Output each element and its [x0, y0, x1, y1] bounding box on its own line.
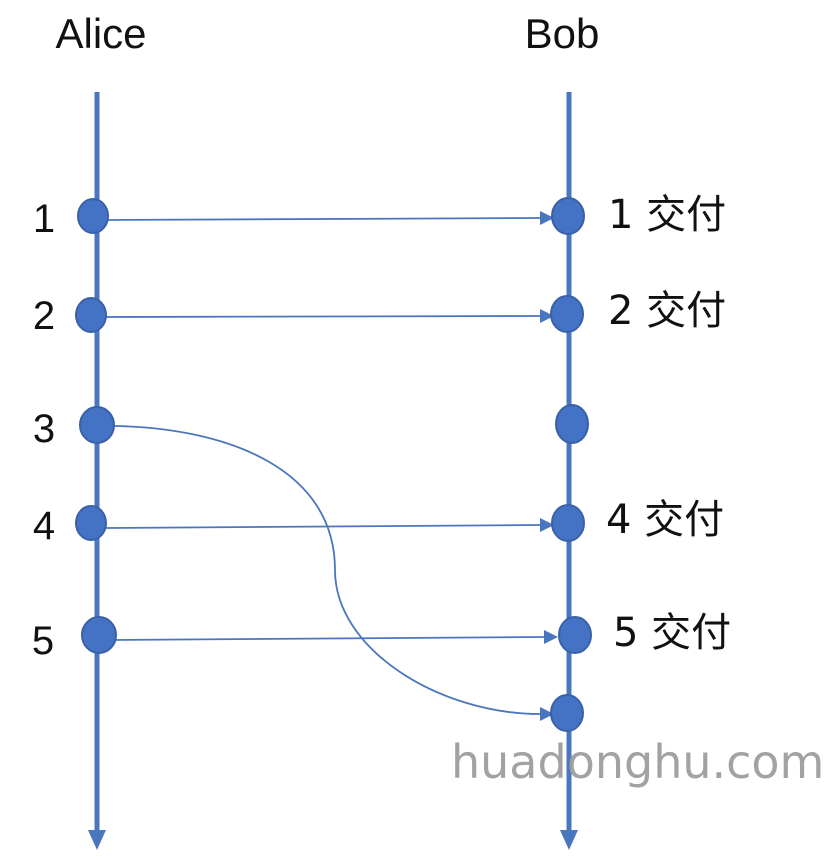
- alice-event-dot-3: [79, 406, 115, 444]
- step-label-4: 4: [33, 504, 55, 548]
- message-5: [113, 636, 545, 641]
- message-4: [105, 524, 541, 529]
- bob-delivery-label-5: 5 交付: [613, 610, 731, 656]
- watermark-text: huadonghu.com: [451, 735, 824, 789]
- message-4-arrowhead: [540, 518, 554, 532]
- bob-event-dot-1: [551, 197, 585, 235]
- alice-event-dot-5: [81, 616, 117, 654]
- bob-event-dot-2: [550, 295, 584, 333]
- alice-event-dot-4: [75, 505, 107, 541]
- bob-delivery-label-1: 1 交付: [608, 192, 726, 238]
- message-2: [105, 315, 541, 318]
- step-label-5: 5: [32, 619, 54, 663]
- bob-event-dot-6: [550, 694, 584, 732]
- message-1-arrowhead: [540, 211, 554, 225]
- alice-lifeline-arrowhead: [88, 830, 106, 850]
- message-1: [105, 217, 541, 221]
- alice-event-dot-2: [75, 297, 107, 333]
- step-label-2: 2: [33, 294, 55, 338]
- message-2-arrowhead: [540, 309, 554, 323]
- step-label-3: 3: [33, 407, 55, 451]
- actor-bob-title: Bob: [525, 10, 600, 57]
- step-label-1: 1: [33, 197, 55, 241]
- bob-delivery-label-4: 4 交付: [606, 497, 724, 543]
- alice-event-dot-1: [77, 198, 109, 234]
- message-3-delayed: [113, 425, 541, 715]
- message-5-arrowhead: [544, 630, 558, 644]
- bob-event-dot-4: [551, 504, 585, 542]
- actor-alice-title: Alice: [55, 10, 146, 57]
- bob-delivery-label-2: 2 交付: [608, 288, 726, 334]
- bob-lifeline-arrowhead: [560, 830, 578, 850]
- message-3-arrowhead: [540, 707, 554, 721]
- bob-event-dot-3: [555, 404, 589, 444]
- bob-event-dot-5: [558, 616, 592, 654]
